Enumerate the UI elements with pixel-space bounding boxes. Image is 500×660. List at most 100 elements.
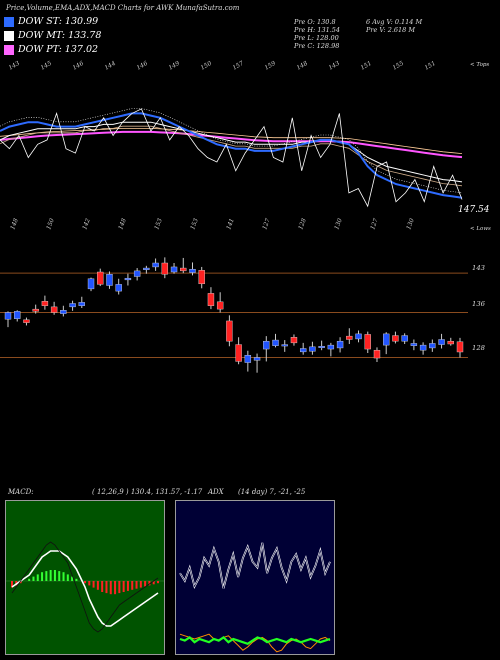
last-price-label: 147.54	[458, 205, 490, 215]
price-line	[0, 108, 463, 208]
candle-body	[253, 357, 261, 361]
ema-short-dotted-line	[0, 108, 463, 194]
lows-label: 130	[333, 217, 344, 230]
tops-label: 151	[360, 60, 373, 72]
candle-body	[318, 346, 325, 348]
adx-chart	[179, 542, 331, 653]
macd-histogram-bar	[66, 574, 69, 581]
candle-body	[133, 270, 141, 277]
candle-body	[429, 343, 436, 349]
candle-body	[207, 293, 215, 306]
tops-label: 143	[328, 60, 342, 72]
candle-body	[152, 262, 159, 268]
candle-body	[355, 333, 362, 340]
tops-side-label: < Tops	[470, 62, 490, 68]
macd-histogram-bar	[19, 581, 22, 584]
macd-histogram-bar	[105, 581, 108, 594]
candle-body	[438, 339, 445, 345]
stat-pre-volume: Pre V: 2.618 M	[366, 26, 416, 34]
lows-label: 153	[189, 217, 200, 230]
tops-label: 155	[392, 60, 406, 72]
macd-histogram-bar	[84, 581, 86, 584]
candle-body	[69, 303, 76, 308]
tops-label: 145	[40, 60, 54, 72]
adx-minus-di-line	[179, 633, 331, 653]
lows-label: 127	[369, 217, 380, 230]
macd-histogram-bar	[126, 581, 129, 591]
lows-label: 153	[153, 217, 164, 230]
adx-params: (14 day) 7, -21, -25	[238, 488, 306, 496]
candle-body	[180, 267, 187, 272]
candle-body	[263, 340, 270, 350]
candle-body	[299, 348, 307, 353]
macd-histogram-bar	[118, 581, 121, 594]
price-level-136: 136	[472, 300, 485, 308]
lows-label: 127	[261, 217, 272, 230]
ema-short-line	[0, 112, 463, 199]
tops-label: 148	[296, 60, 310, 72]
macd-histogram-bar	[49, 570, 52, 581]
candle-body	[50, 306, 58, 313]
lows-side-label: < Lows	[470, 226, 491, 232]
candle-body	[410, 343, 418, 346]
macd-histogram-bar	[152, 581, 155, 585]
tops-label: 146	[72, 60, 86, 72]
lows-label: 142	[81, 217, 92, 230]
macd-histogram-bar	[92, 581, 95, 588]
candle-body	[161, 262, 169, 275]
tops-label: 143	[8, 60, 22, 72]
candle-body	[216, 301, 224, 310]
lows-label: 148	[117, 217, 128, 230]
macd-signal-line	[11, 550, 159, 627]
price-level-143: 143	[472, 264, 485, 272]
candle-body	[78, 302, 85, 306]
macd-chart	[6, 541, 164, 633]
macd-histogram-bar	[45, 571, 48, 581]
candle-body	[290, 337, 298, 344]
candle-body	[447, 340, 454, 345]
candle-body	[419, 344, 427, 351]
candle-body	[364, 334, 371, 350]
macd-histogram-bar	[28, 578, 31, 581]
candle-body	[143, 267, 150, 270]
ema-medium-band-line	[0, 125, 463, 187]
macd-histogram-bar	[53, 570, 56, 581]
candle-body	[124, 277, 132, 281]
adx-dx-inner-line	[179, 542, 331, 589]
macd-histogram-bar	[75, 578, 78, 581]
lows-label: 128	[297, 217, 308, 230]
legend-swatch-mt	[4, 30, 14, 41]
macd-histogram-bar	[11, 581, 13, 588]
macd-histogram-bar	[96, 581, 99, 590]
macd-histogram-bar	[101, 581, 104, 592]
candle-body	[170, 266, 178, 273]
macd-histogram-bar	[41, 572, 44, 581]
candle-body	[336, 340, 344, 349]
candle-body	[4, 312, 12, 320]
macd-panel	[5, 500, 165, 655]
candle-body	[115, 284, 122, 292]
legend-swatch-pt	[4, 44, 14, 55]
candle-body	[60, 310, 67, 314]
stat-avg-volume: 6 Avg V: 0.114 M	[366, 18, 423, 26]
legend-swatch-st	[4, 16, 14, 27]
candle-body	[189, 268, 196, 273]
candle-body	[373, 349, 381, 359]
legend-dow-mt: DOW MT: 133.78	[4, 30, 101, 41]
tops-label: 150	[200, 60, 214, 72]
stat-close: Pre C: 128.98	[294, 42, 340, 50]
candle-body	[226, 320, 233, 342]
adx-panel	[175, 500, 335, 655]
macd-title: MACD:	[8, 488, 34, 496]
macd-histogram-bar	[36, 574, 39, 581]
macd-histogram-bar	[71, 576, 74, 581]
macd-histogram-bar	[139, 581, 142, 588]
adx-plus-di-line	[179, 635, 331, 646]
ema-long-line	[0, 130, 463, 159]
stat-high: Pre H: 131.54	[294, 26, 341, 34]
adx-title: ADX	[208, 488, 224, 496]
candle-body	[281, 344, 288, 347]
ema-long-band-line	[0, 128, 463, 154]
legend-label-mt: DOW MT: 133.78	[18, 30, 102, 41]
tops-label: 157	[232, 60, 246, 72]
